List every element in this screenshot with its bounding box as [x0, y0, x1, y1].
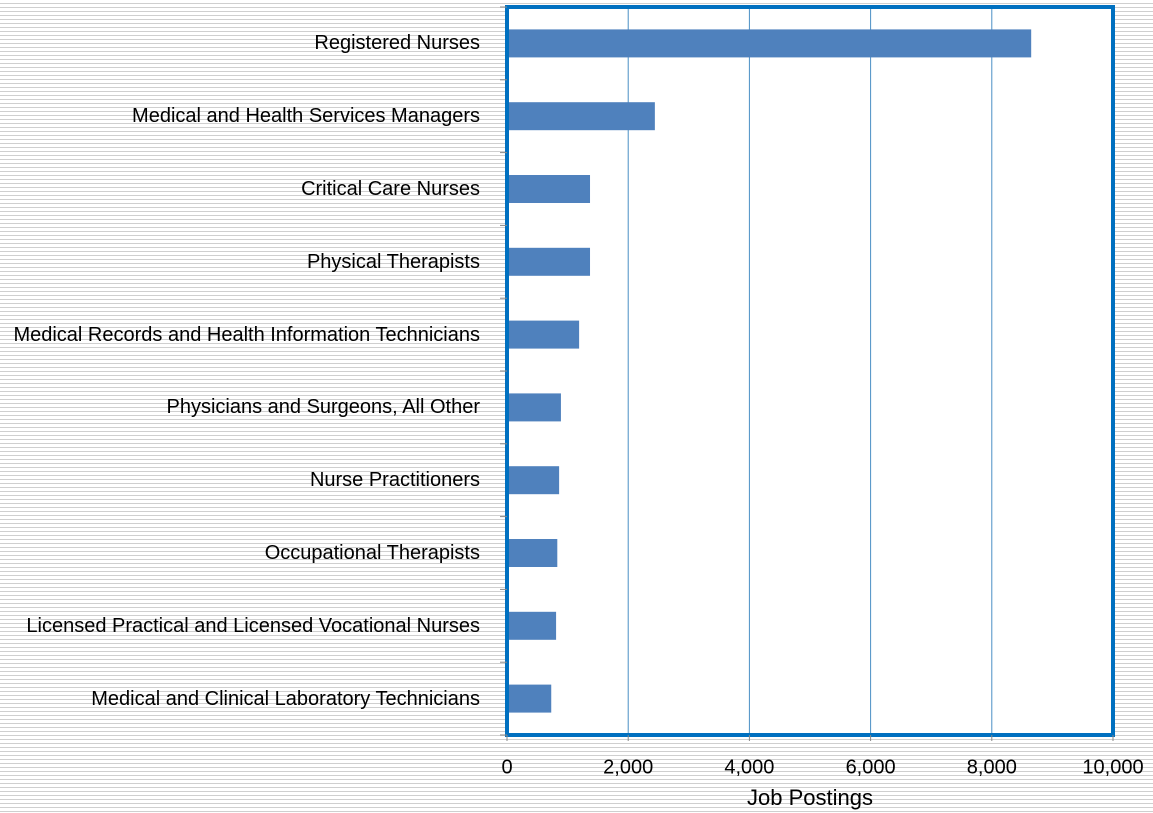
x-tick-label: 0	[501, 756, 512, 778]
y-tick-label: Physicians and Surgeons, All Other	[166, 396, 480, 419]
y-tick-label: Medical and Health Services Managers	[132, 105, 480, 128]
bar	[507, 102, 655, 131]
x-axis-title: Job Postings	[747, 785, 873, 810]
y-tick-label: Nurse Practitioners	[309, 469, 480, 492]
y-tick-label: Medical Records and Health Information T…	[13, 323, 480, 346]
bar	[507, 684, 552, 713]
y-tick-label: Medical and Clinical Laboratory Technici…	[91, 687, 480, 710]
y-tick-label: Physical Therapists	[306, 250, 480, 273]
bar	[507, 175, 591, 203]
x-tick-label: 8,000	[967, 756, 1017, 778]
bar	[507, 539, 558, 567]
y-tick-label: Licensed Practical and Licensed Vocation…	[26, 614, 480, 637]
x-tick-label: 2,000	[603, 756, 653, 778]
y-tick-label: Registered Nurses	[314, 32, 480, 55]
bar	[507, 247, 591, 276]
y-tick-label: Critical Care Nurses	[301, 178, 480, 200]
bar	[507, 393, 561, 422]
x-tick-label: 4,000	[724, 756, 774, 778]
bar	[507, 466, 560, 495]
bar	[507, 611, 557, 640]
bar	[507, 320, 580, 349]
x-tick-label: 6,000	[846, 756, 896, 778]
x-tick-label: 10,000	[1082, 756, 1143, 778]
bar	[507, 29, 1032, 58]
y-tick-label: Occupational Therapists	[264, 542, 480, 564]
